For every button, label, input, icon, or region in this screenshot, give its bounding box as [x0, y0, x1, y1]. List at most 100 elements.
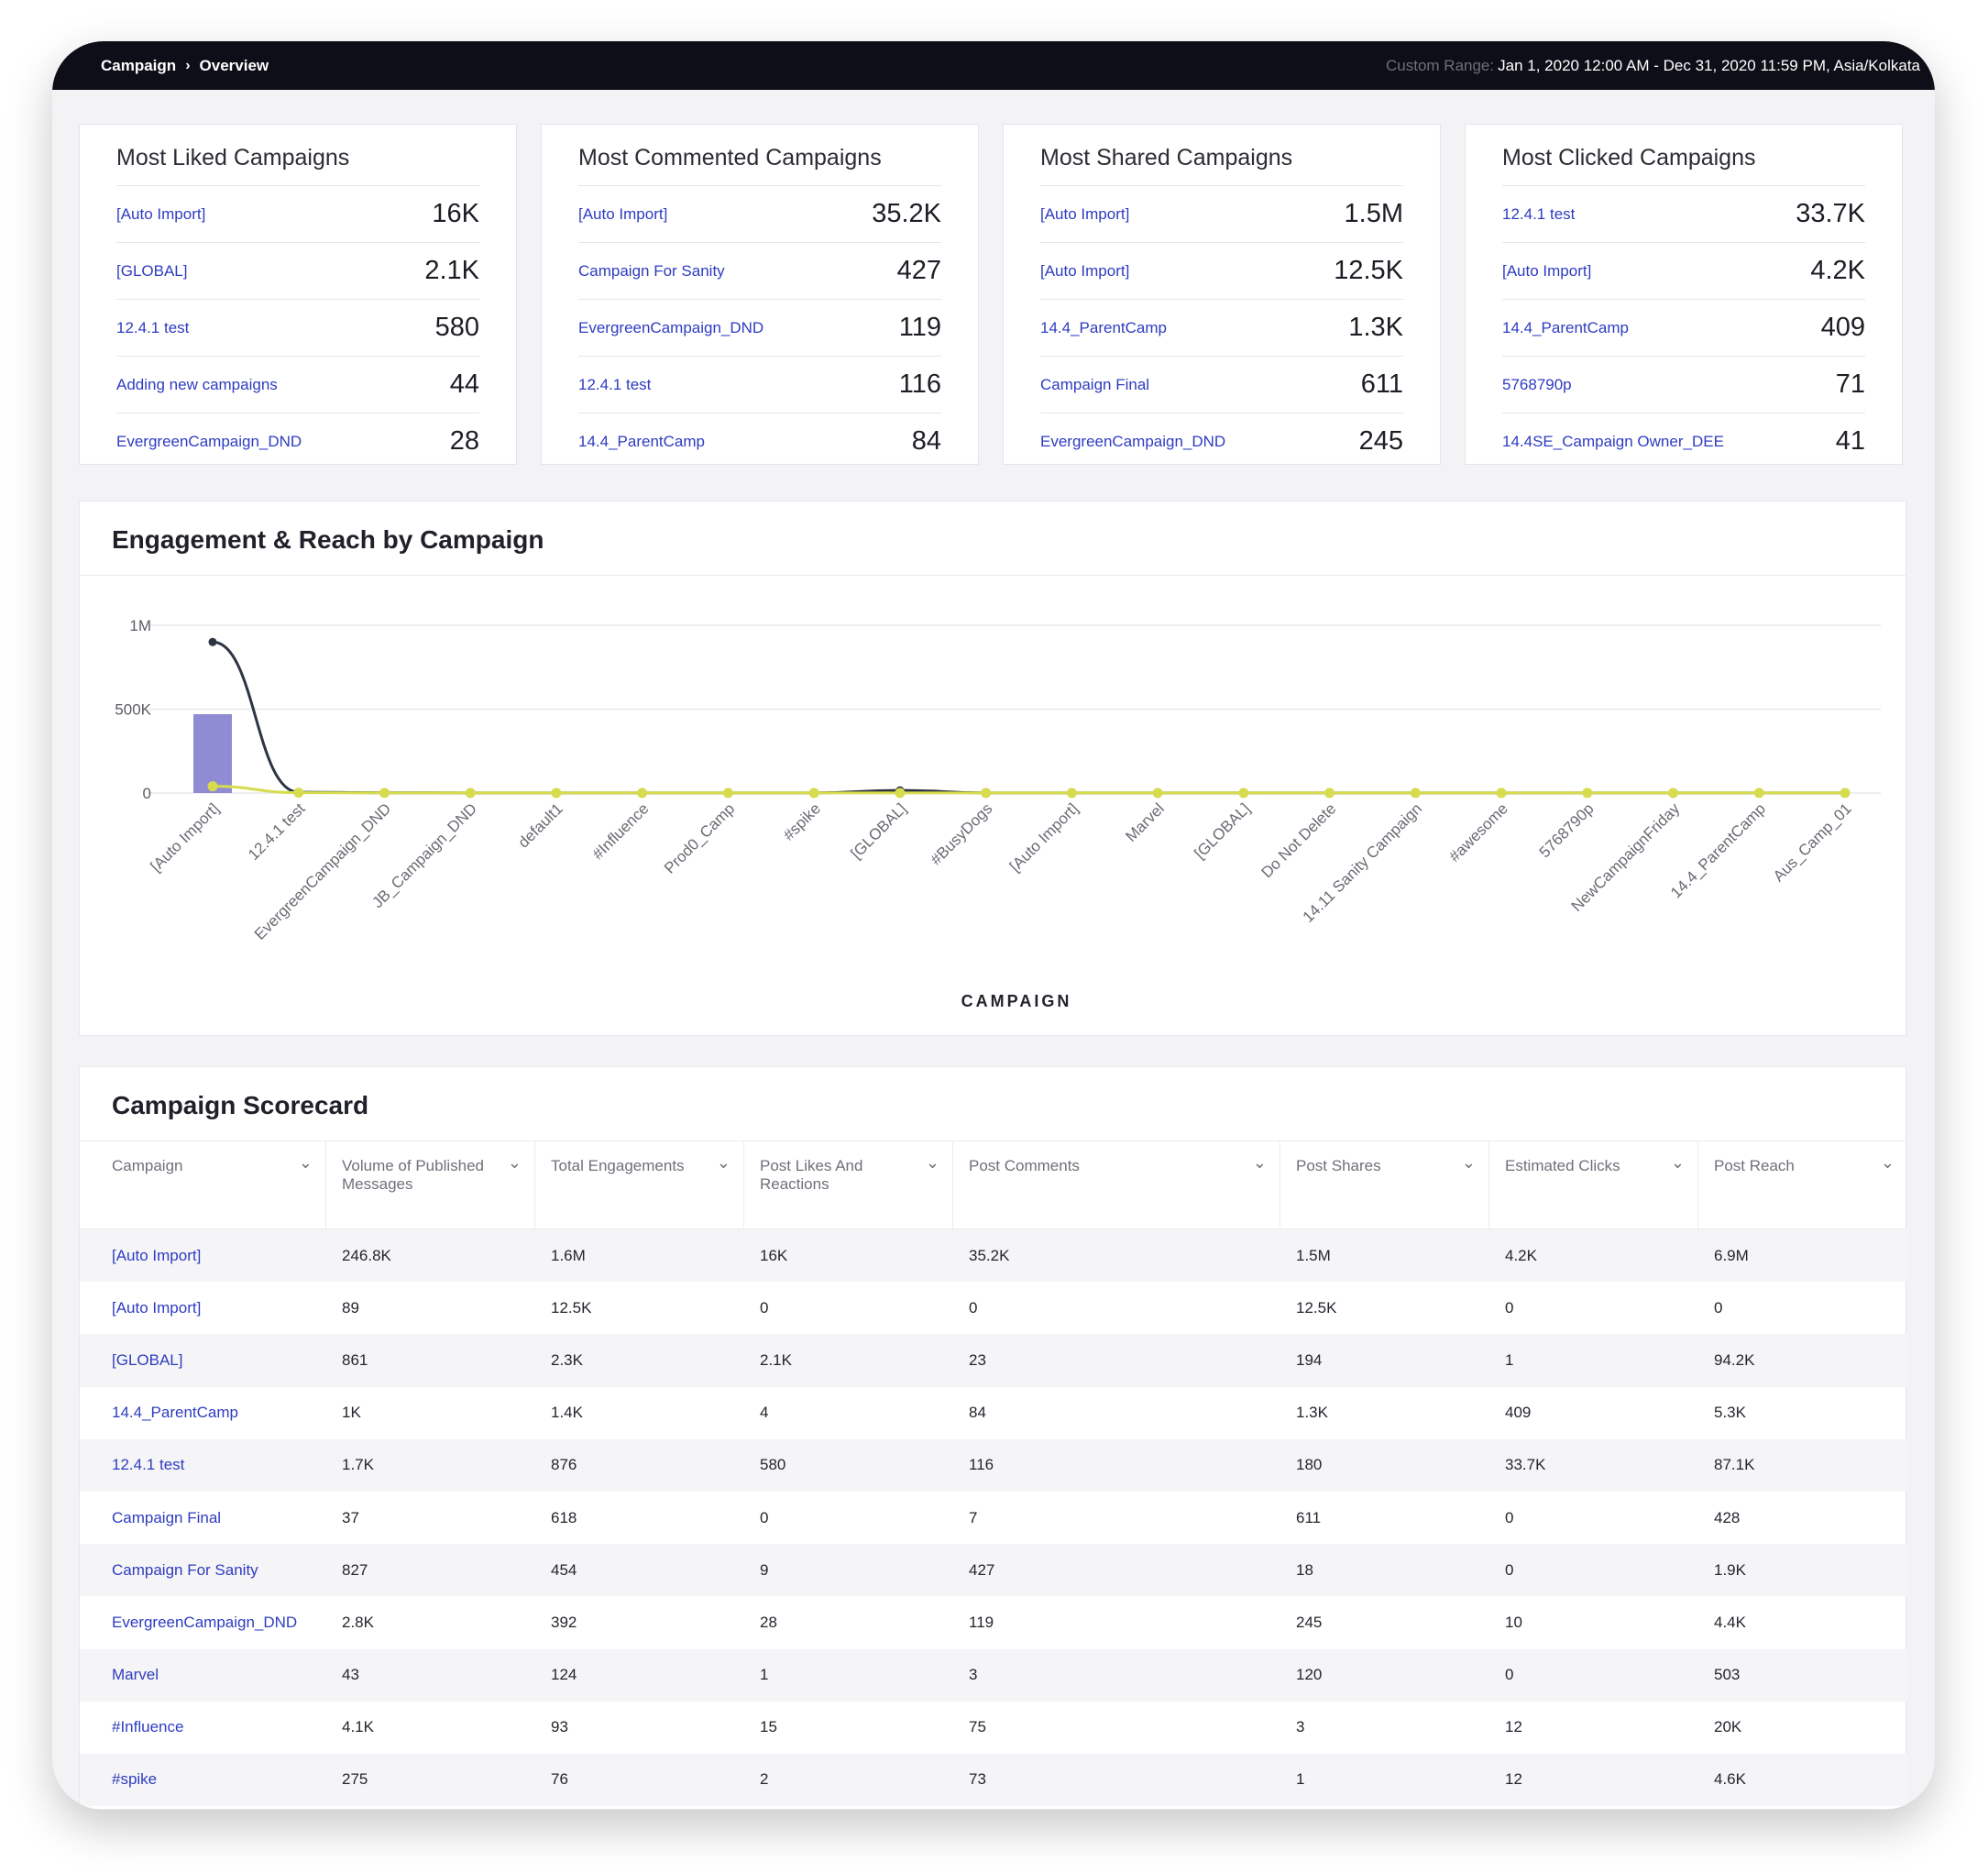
campaign-link[interactable]: #Influence [112, 1718, 184, 1736]
table-cell: 28 [760, 1613, 777, 1631]
category-label: [Auto Import] [1006, 799, 1082, 875]
campaign-link[interactable]: [Auto Import] [112, 1246, 202, 1264]
campaign-link[interactable]: 5768790p [1502, 375, 1572, 393]
campaign-link[interactable]: Campaign For Sanity [112, 1560, 258, 1579]
campaign-link[interactable]: [Auto Import] [1040, 261, 1130, 280]
table-cell: 4.4K [1714, 1613, 1746, 1631]
campaign-link[interactable]: [Auto Import] [578, 204, 668, 223]
chevron-down-icon[interactable]: ⌄ [1670, 1153, 1685, 1172]
table-header: Campaign ⌄ Volume of Published Messages ⌄ To… [80, 1141, 1907, 1229]
chevron-down-icon[interactable]: ⌄ [1252, 1153, 1267, 1172]
column-header-label: Campaign [112, 1157, 183, 1174]
table-cell: 194 [1296, 1350, 1323, 1369]
column-header[interactable]: Estimated Clicks ⌄ [1489, 1141, 1698, 1228]
campaign-link[interactable]: 12.4.1 test [116, 318, 190, 336]
campaign-link[interactable]: [Auto Import] [112, 1298, 202, 1317]
campaign-link[interactable]: [Auto Import] [116, 204, 206, 223]
table-cell: 116 [969, 1456, 994, 1474]
column-header[interactable]: Post Reach ⌄ [1698, 1141, 1907, 1228]
column-header[interactable]: Campaign ⌄ [80, 1141, 326, 1228]
campaign-link[interactable]: Campaign For Sanity [578, 261, 725, 280]
chevron-down-icon[interactable]: ⌄ [716, 1153, 730, 1172]
chevron-down-icon[interactable]: ⌄ [925, 1153, 939, 1172]
card-row: EvergreenCampaign_DND 119 [578, 299, 941, 356]
column-header[interactable]: Post Likes And Reactions ⌄ [744, 1141, 953, 1228]
table-cell: 9 [760, 1560, 769, 1579]
campaign-link[interactable]: Campaign Final [1040, 375, 1150, 393]
campaign-link[interactable]: 12.4.1 test [112, 1456, 185, 1474]
x-axis-title: CAMPAIGN [961, 992, 1072, 1010]
column-header[interactable]: Post Shares ⌄ [1280, 1141, 1489, 1228]
table-cell: 4.1K [342, 1718, 374, 1736]
metric-value: 12.5K [1334, 256, 1403, 285]
campaign-link[interactable]: 14.4_ParentCamp [112, 1404, 238, 1422]
table-cell: 37 [342, 1508, 359, 1526]
y-tick-label: 0 [143, 785, 151, 802]
metric-value: 16K [432, 199, 479, 228]
campaign-link[interactable]: EvergreenCampaign_DND [578, 318, 764, 336]
campaign-link[interactable]: Marvel [112, 1666, 159, 1684]
card-row: 12.4.1 test 580 [116, 299, 479, 356]
table-cell: 1.6M [551, 1246, 586, 1264]
card-rows: [Auto Import] 35.2K Campaign For Sanity 427… [578, 185, 941, 469]
table-cell: 1.7K [342, 1456, 374, 1474]
table-cell: 20K [1714, 1718, 1742, 1736]
table-cell: 1 [760, 1666, 769, 1684]
column-header[interactable]: Volume of Published Messages ⌄ [326, 1141, 535, 1228]
column-header[interactable]: Post Comments ⌄ [953, 1141, 1280, 1228]
series-point [981, 788, 992, 799]
date-range[interactable]: Custom Range: Jan 1, 2020 12:00 AM - Dec… [1386, 41, 1920, 90]
table-cell: 428 [1714, 1508, 1741, 1526]
campaign-link[interactable]: 14.4SE_Campaign Owner_DEE [1502, 432, 1724, 450]
breadcrumb-root[interactable]: Campaign [101, 56, 177, 74]
campaign-link[interactable]: EvergreenCampaign_DND [1040, 432, 1226, 450]
card-row: 12.4.1 test 116 [578, 356, 941, 413]
card-row: Campaign Final 611 [1040, 356, 1403, 413]
campaign-link[interactable]: 14.4_ParentCamp [578, 432, 705, 450]
table-cell: 18 [1296, 1560, 1313, 1579]
campaign-link[interactable]: 14.4_ParentCamp [1502, 318, 1629, 336]
campaign-link[interactable]: 12.4.1 test [1502, 204, 1576, 223]
campaign-link[interactable]: 12.4.1 test [578, 375, 652, 393]
table-row: Campaign For Sanity 827 454 9 427 18 0 1.9K [80, 1544, 1907, 1597]
series-point [1753, 788, 1764, 799]
metric-value: 35.2K [872, 199, 941, 228]
column-header[interactable]: Total Engagements ⌄ [535, 1141, 744, 1228]
campaign-link[interactable]: 14.4_ParentCamp [1040, 318, 1167, 336]
chevron-right-icon: › [185, 57, 191, 73]
divider [80, 575, 1906, 576]
campaign-link[interactable]: Campaign Final [112, 1508, 222, 1526]
metric-value: 41 [1835, 426, 1865, 456]
table-cell: 1.9K [1714, 1560, 1746, 1579]
metric-value: 409 [1820, 313, 1865, 342]
chevron-down-icon[interactable]: ⌄ [1880, 1153, 1895, 1172]
campaign-link[interactable]: #spike [112, 1770, 158, 1789]
table-cell: 4 [760, 1404, 769, 1422]
campaign-link[interactable]: [GLOBAL] [112, 1350, 183, 1369]
campaign-link[interactable]: Adding new campaigns [116, 375, 278, 393]
campaign-link[interactable]: [Auto Import] [1040, 204, 1130, 223]
chevron-down-icon[interactable]: ⌄ [1461, 1153, 1476, 1172]
table-cell: 94.2K [1714, 1350, 1755, 1369]
campaign-link[interactable]: EvergreenCampaign_DND [116, 432, 302, 450]
table-cell: 618 [551, 1508, 577, 1526]
top-campaigns-card: Most Liked Campaigns [Auto Import] 16K [GLO… [79, 124, 517, 465]
card-rows: [Auto Import] 1.5M [Auto Import] 12.5K 14.4_… [1040, 185, 1403, 469]
table-cell: 119 [969, 1613, 994, 1631]
campaign-link[interactable]: [Auto Import] [1502, 261, 1592, 280]
card-row: Adding new campaigns 44 [116, 356, 479, 413]
table-cell: 1K [342, 1404, 361, 1422]
chevron-down-icon[interactable]: ⌄ [298, 1153, 313, 1172]
chevron-down-icon[interactable]: ⌄ [507, 1153, 522, 1172]
table-cell: 0 [1714, 1298, 1723, 1317]
campaign-link[interactable]: EvergreenCampaign_DND [112, 1613, 298, 1631]
table-cell: 33.7K [1505, 1456, 1546, 1474]
table-cell: 75 [969, 1718, 986, 1736]
top-bar: Campaign › Overview Custom Range: Jan 1,… [52, 41, 1935, 90]
campaign-link[interactable]: [GLOBAL] [116, 261, 188, 280]
column-header-label: Post Comments [969, 1157, 1080, 1174]
series-point [207, 781, 218, 792]
card-row: 14.4_ParentCamp 1.3K [1040, 299, 1403, 356]
card-row: [Auto Import] 1.5M [1040, 185, 1403, 242]
series-point [722, 788, 733, 799]
